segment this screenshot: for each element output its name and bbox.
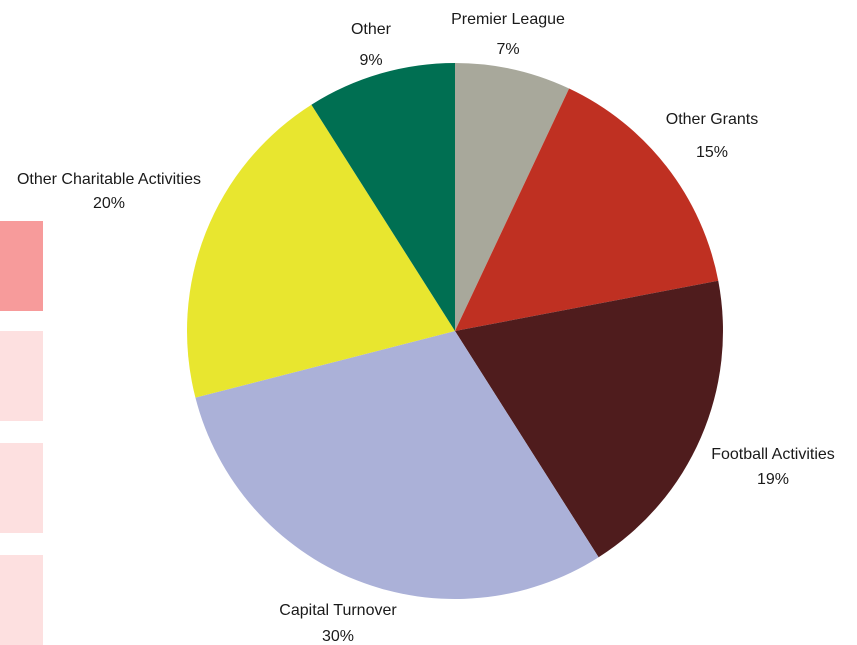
slice-label-name: Other Grants [666, 111, 758, 128]
slice-label-percent: 15% [696, 144, 728, 161]
pie-slice-premier-league [455, 63, 570, 331]
slice-label-name: Premier League [451, 11, 565, 28]
side-tab-1[interactable] [0, 221, 43, 311]
pie-labels: Premier League 7% Other Grants 15% Football … [17, 11, 835, 645]
slice-label-percent: 20% [93, 195, 125, 212]
side-tab-3[interactable] [0, 443, 43, 533]
pie-slice-other-grants [455, 88, 719, 331]
side-tab-2[interactable] [0, 331, 43, 421]
pie-slice-capital-turnover [195, 331, 599, 599]
slice-label-percent: 19% [757, 471, 789, 488]
slice-label-name: Other Charitable Activities [17, 171, 201, 188]
pie-slice-other-charitable-activities [187, 104, 456, 398]
slice-label-name: Football Activities [711, 446, 835, 463]
pie-slice-football-activities [455, 280, 723, 558]
slice-label-name: Capital Turnover [279, 602, 397, 619]
slice-label-percent: 7% [496, 41, 519, 58]
pie-slice-other [311, 63, 455, 331]
slice-label-percent: 30% [322, 628, 354, 645]
side-tab-4[interactable] [0, 555, 43, 645]
slice-label-percent: 9% [359, 52, 382, 69]
slice-label-name: Other [351, 21, 392, 38]
pie-slices [187, 63, 723, 599]
